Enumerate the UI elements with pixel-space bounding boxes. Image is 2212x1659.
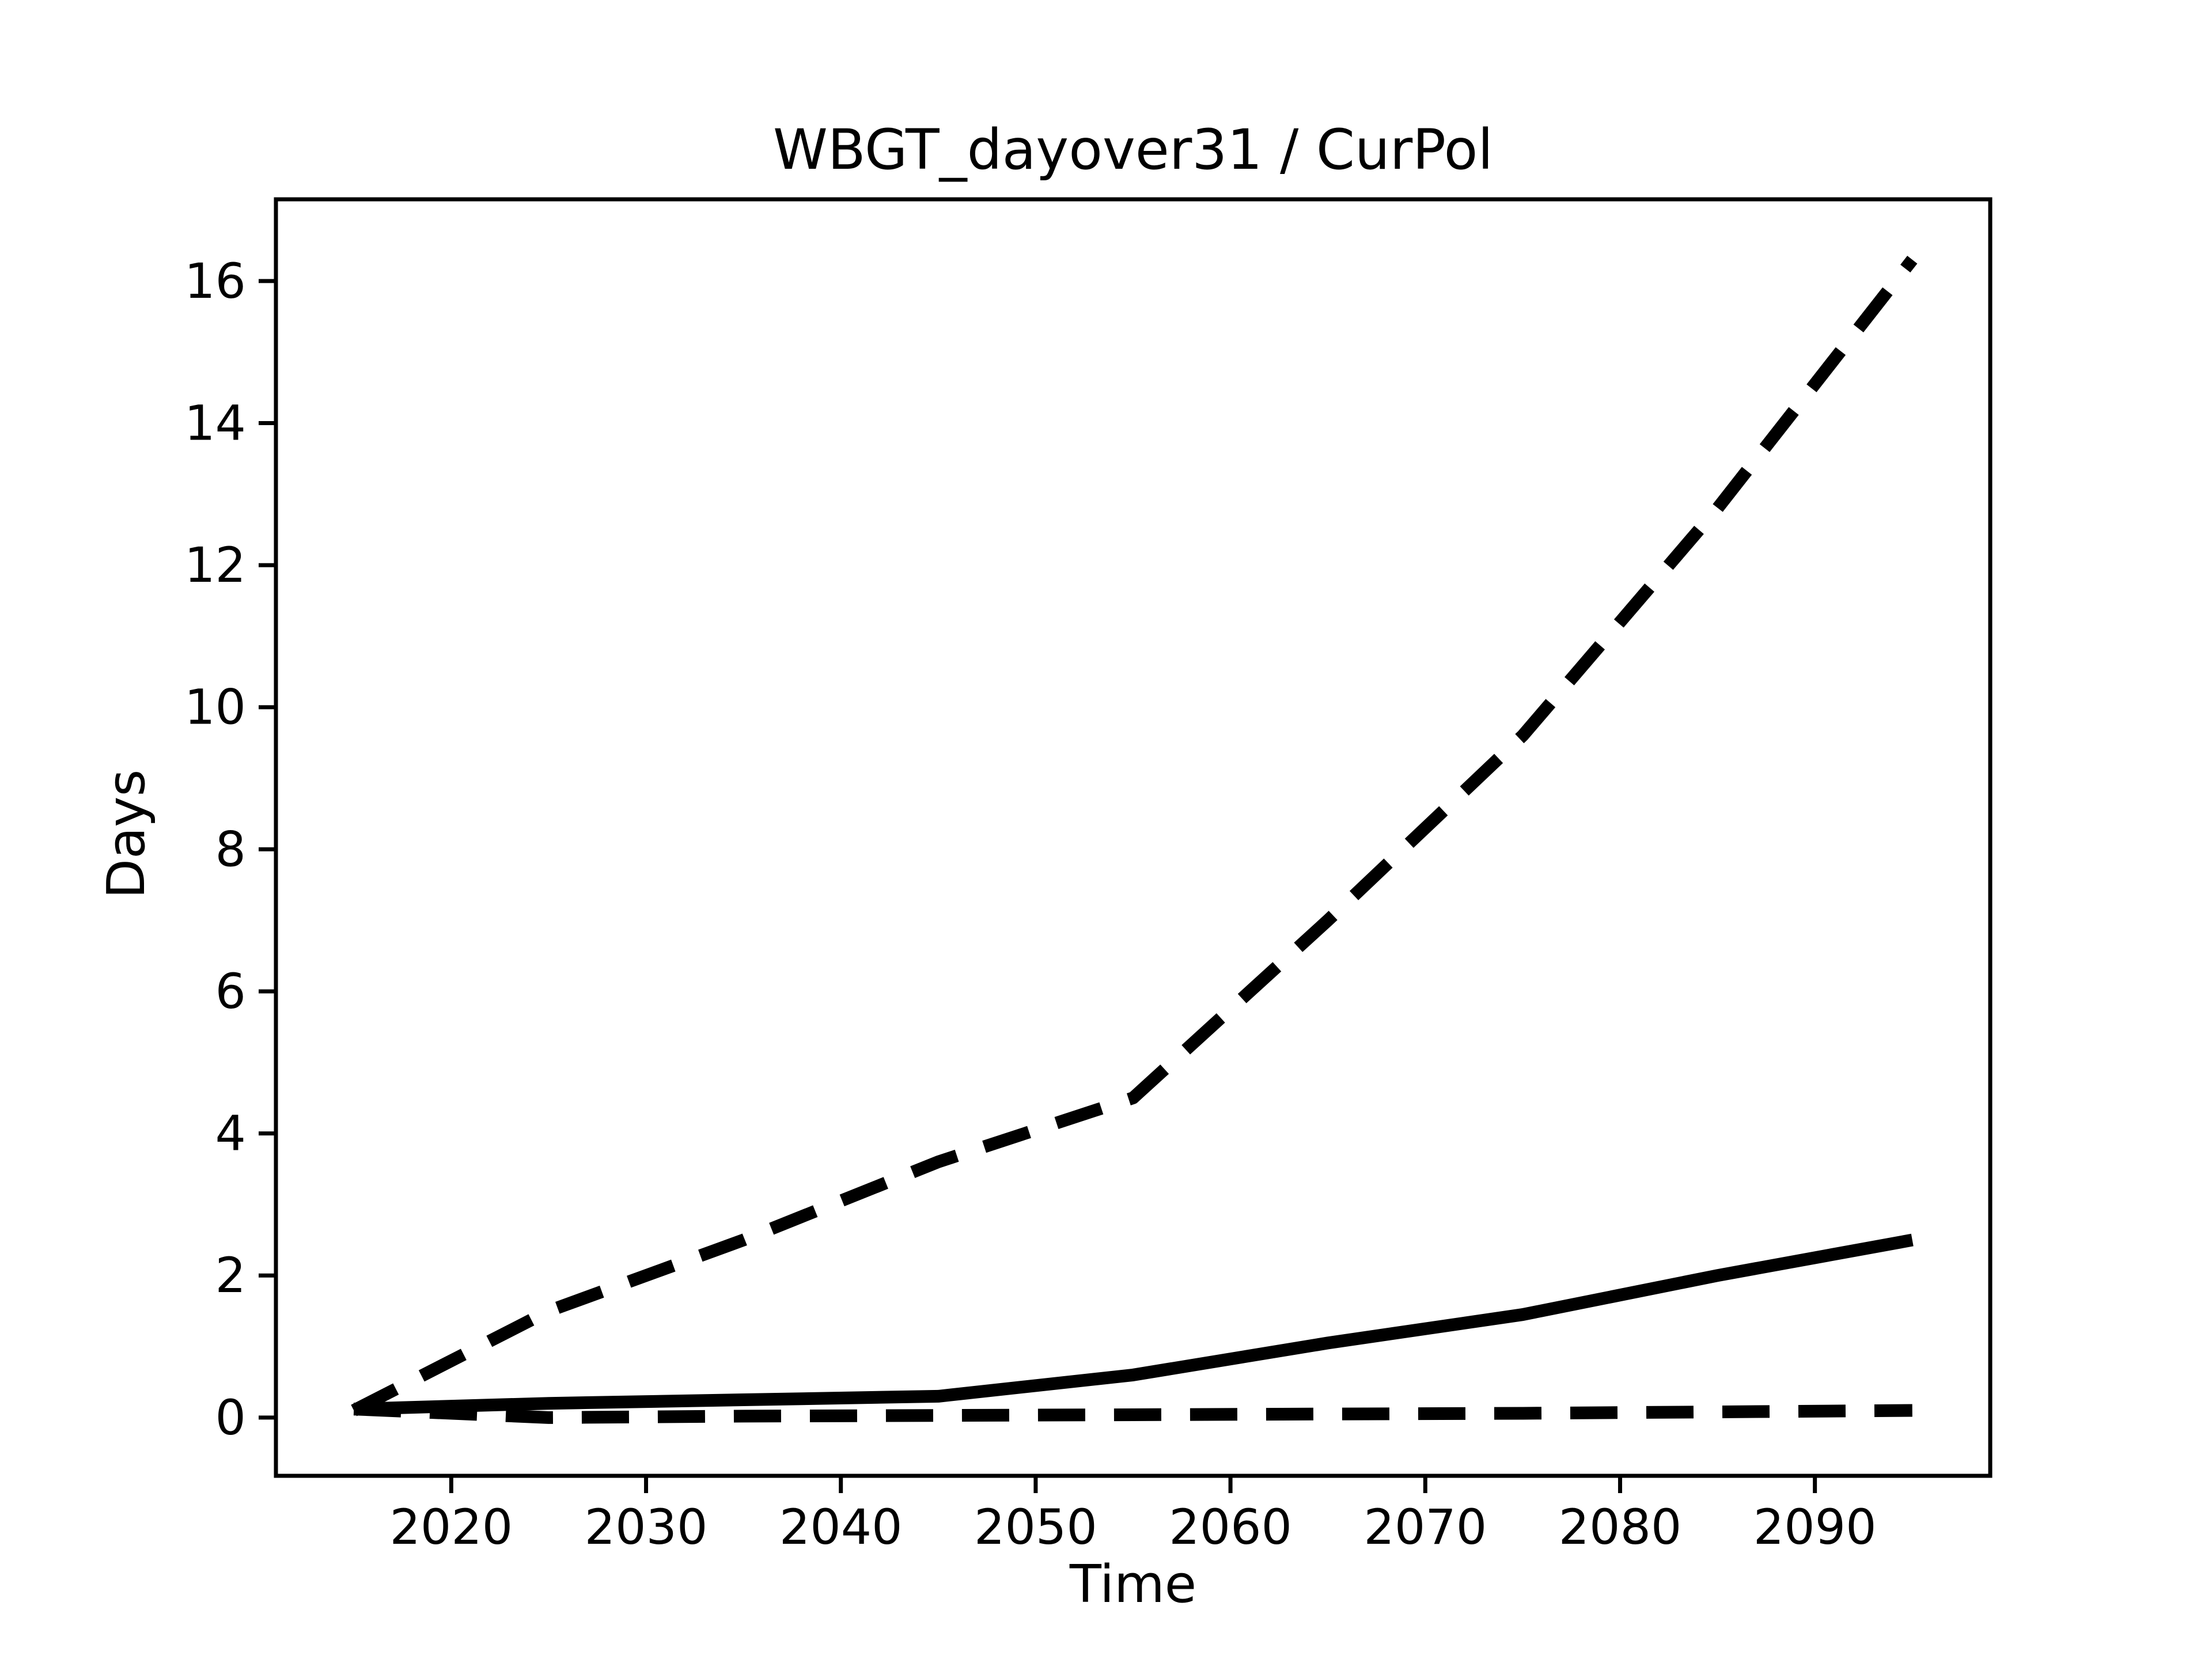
y-tick-label: 4	[215, 1105, 246, 1162]
y-tick-label: 16	[184, 253, 246, 309]
y-tick-label: 6	[215, 963, 246, 1020]
x-tick-label: 2030	[585, 1499, 708, 1555]
x-axis-label: Time	[1069, 1554, 1197, 1615]
chart-title: WBGT_dayover31 / CurPol	[772, 118, 1494, 182]
x-tick-label: 2020	[389, 1499, 513, 1555]
plot-border	[274, 197, 1993, 1478]
x-tick-label: 2050	[974, 1499, 1097, 1555]
y-tick-label: 8	[215, 821, 246, 877]
x-tick-label: 2070	[1363, 1499, 1487, 1555]
x-tick-label: 2080	[1559, 1499, 1682, 1555]
y-tick-label: 2	[215, 1247, 246, 1304]
series-line-middle-solid	[353, 1233, 1914, 1416]
x-tick-label: 2090	[1753, 1499, 1877, 1555]
x-tick-label: 2040	[779, 1499, 903, 1555]
y-tick-label: 0	[215, 1389, 246, 1446]
series-line-lower-dashed	[353, 1403, 1912, 1424]
y-tick-label: 14	[184, 395, 246, 451]
x-tick-label: 2060	[1169, 1499, 1292, 1555]
y-tick-label: 12	[184, 537, 246, 593]
series-line-upper-dashed	[351, 256, 1918, 1416]
y-tick-label: 10	[184, 679, 246, 736]
